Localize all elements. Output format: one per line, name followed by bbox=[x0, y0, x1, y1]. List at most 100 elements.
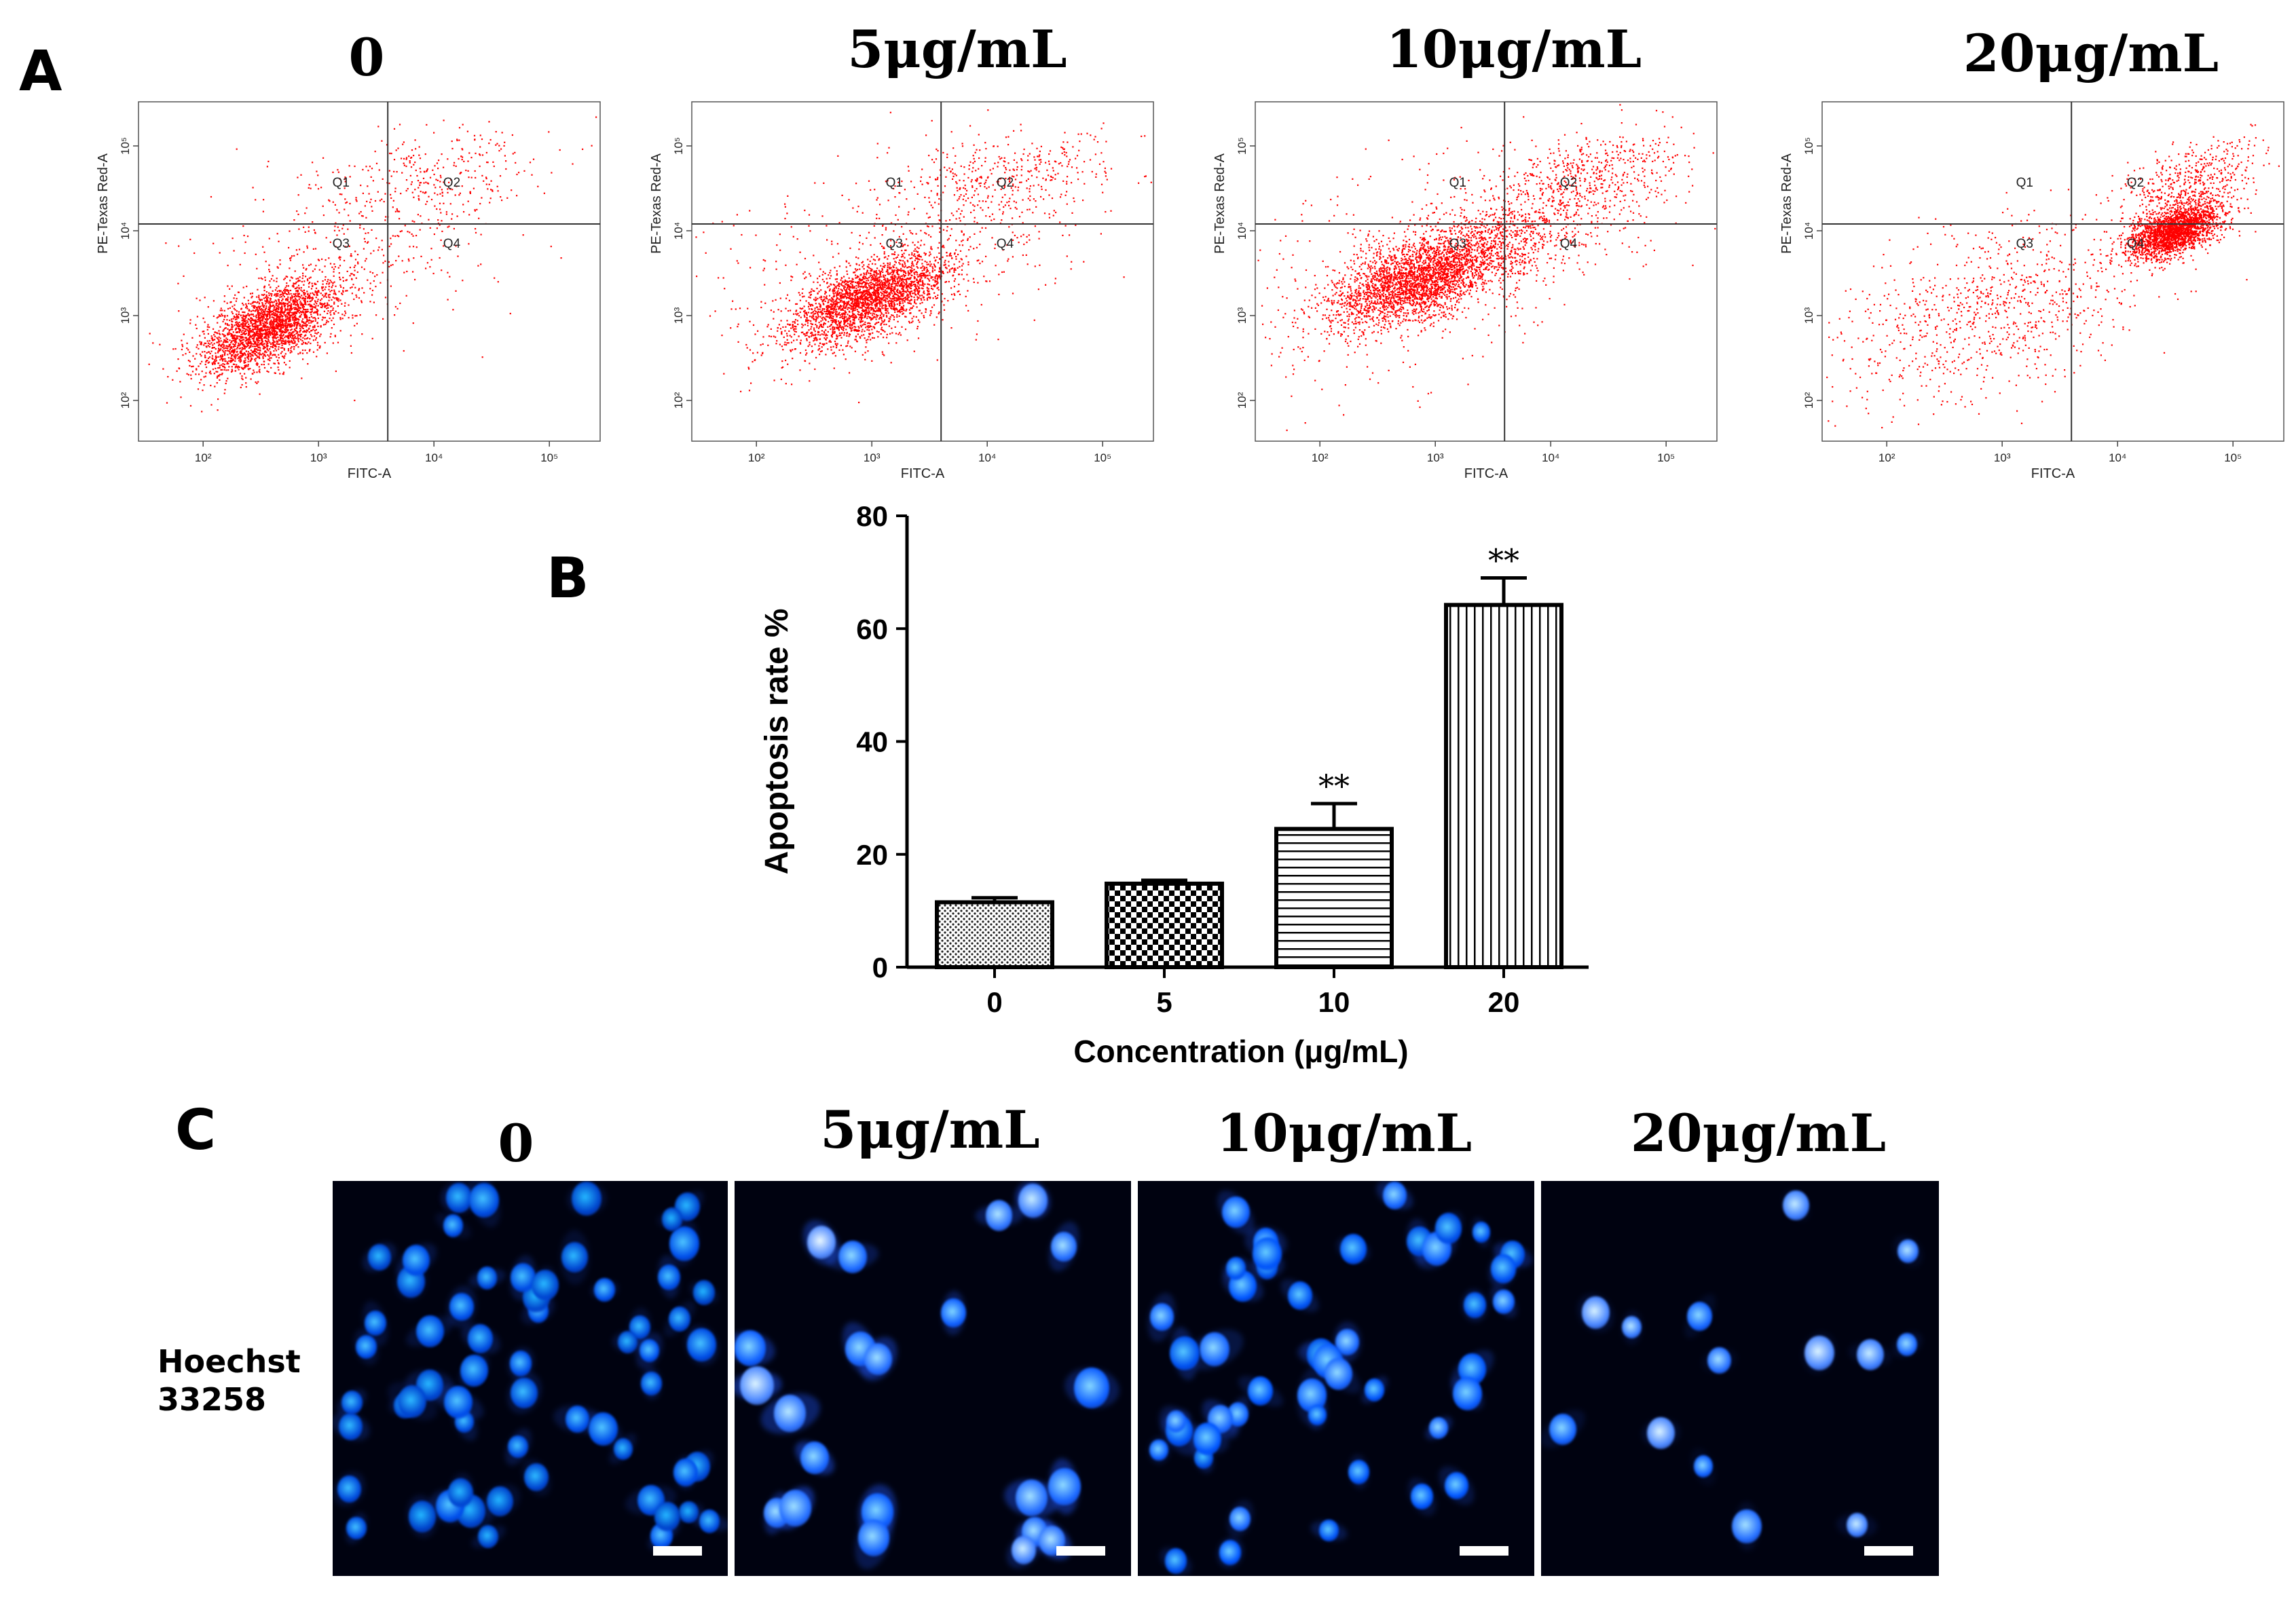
cell-nucleus bbox=[1411, 1484, 1433, 1509]
cell-nucleus bbox=[692, 1280, 715, 1305]
quadrant-label-q4: Q4 bbox=[443, 237, 461, 251]
flow-dots bbox=[1826, 124, 2280, 429]
cell-nucleus bbox=[1074, 1368, 1110, 1409]
micrograph-10 bbox=[1138, 1181, 1534, 1576]
x-tick-label: 10³ bbox=[864, 451, 881, 464]
y-tick-label: 80 bbox=[856, 500, 888, 532]
cell-nucleus bbox=[1364, 1378, 1385, 1402]
cell-nucleus bbox=[1549, 1413, 1576, 1445]
panel-label-a: A bbox=[19, 39, 62, 104]
flow-plot-0: Q1 Q2 Q3 Q4 10² 10³ 10⁴ 10⁵ FITC-A 10² 10³ 10⁴ 10⁵ PE… bbox=[81, 95, 611, 495]
flow-plot-area: Q1 Q2 Q3 Q4 10² 10³ 10⁴ 10⁵ FITC-A 10² 10³ 10⁴ 10⁵ PE… bbox=[96, 101, 601, 481]
cell-nucleus bbox=[864, 1342, 893, 1375]
cell-nucleus bbox=[341, 1390, 363, 1414]
plot-frame bbox=[1255, 101, 1718, 442]
cell-nucleus bbox=[469, 1183, 500, 1218]
cell-nucleus bbox=[613, 1438, 633, 1461]
y-axis-label: PE-Texas Red-A bbox=[649, 153, 664, 253]
cell-nucleus bbox=[1016, 1479, 1048, 1516]
y-tick-label: 10⁵ bbox=[119, 137, 132, 155]
cell-nucleus bbox=[1225, 1257, 1246, 1280]
cell-nucleus bbox=[618, 1330, 638, 1353]
cell-nucleus bbox=[594, 1278, 615, 1302]
y-tick-label: 10⁵ bbox=[1236, 137, 1248, 155]
cell-nucleus bbox=[339, 1412, 363, 1441]
x-tick-label: 10⁵ bbox=[1657, 451, 1675, 464]
cell-nucleus bbox=[640, 1339, 660, 1363]
y-tick-label: 10³ bbox=[672, 307, 685, 324]
micro-title-10: 10μg/mL bbox=[1216, 1103, 1473, 1163]
cell-nucleus bbox=[1434, 1213, 1462, 1245]
cell-nucleus bbox=[800, 1441, 830, 1475]
cell-nucleus bbox=[807, 1226, 836, 1259]
cell-nucleus bbox=[449, 1292, 474, 1321]
micrograph-5 bbox=[735, 1181, 1131, 1576]
significance-marker: ** bbox=[1318, 768, 1350, 804]
y-tick-label: 10⁴ bbox=[1236, 222, 1248, 240]
cell-nucleus bbox=[669, 1226, 700, 1261]
cell-nucleus bbox=[1248, 1376, 1274, 1406]
micro-title-5: 5μg/mL bbox=[820, 1100, 1040, 1160]
flow-plot-area: Q1 Q2 Q3 Q4 10² 10³ 10⁴ 10⁵ FITC-A 10² 10³ 10⁴ 10⁵ PE… bbox=[1779, 101, 2284, 481]
flow-title-0: 0 bbox=[348, 27, 385, 88]
x-tick-label: 10³ bbox=[1994, 451, 2011, 464]
cell-nucleus bbox=[1646, 1416, 1675, 1450]
cell-nucleus bbox=[1164, 1548, 1187, 1574]
quadrant-label-q2: Q2 bbox=[2127, 176, 2144, 190]
cell-nucleus bbox=[1340, 1234, 1367, 1265]
cell-nucleus bbox=[740, 1366, 774, 1405]
cell-nucleus bbox=[1490, 1254, 1517, 1283]
cell-nucleus bbox=[640, 1371, 662, 1396]
y-axis-label: PE-Texas Red-A bbox=[1212, 153, 1227, 253]
flow-dots bbox=[1257, 104, 1716, 432]
cell-nucleus bbox=[857, 1520, 889, 1556]
cell-nucleus bbox=[661, 1207, 683, 1232]
x-axis-label: Concentration (μg/mL) bbox=[1073, 1034, 1408, 1069]
cell-nucleus bbox=[1694, 1455, 1714, 1478]
micro-title-20: 20μg/mL bbox=[1630, 1103, 1887, 1163]
x-axis-label: FITC-A bbox=[2031, 466, 2075, 481]
cell-nucleus bbox=[985, 1200, 1013, 1232]
x-axis-label: FITC-A bbox=[1464, 466, 1508, 481]
cell-nucleus bbox=[447, 1478, 473, 1507]
flow-plot-area: Q1 Q2 Q3 Q4 10² 10³ 10⁴ 10⁵ FITC-A 10² 10³ 10⁴ 10⁵ PE… bbox=[1212, 101, 1718, 481]
cell-nucleus bbox=[1445, 1471, 1469, 1500]
cell-nucleus bbox=[1453, 1377, 1482, 1411]
x-tick-label: 10⁵ bbox=[2224, 451, 2242, 464]
cell-nucleus bbox=[1229, 1506, 1251, 1532]
cell-nucleus bbox=[443, 1385, 473, 1419]
x-tick-label: 10⁵ bbox=[1094, 451, 1111, 464]
flow-plot-area: Q1 Q2 Q3 Q4 10² 10³ 10⁴ 10⁵ FITC-A 10² 10³ 10⁴ 10⁵ PE… bbox=[649, 101, 1154, 481]
cell-nucleus bbox=[445, 1182, 472, 1213]
cell-nucleus bbox=[657, 1264, 680, 1290]
cell-nucleus bbox=[477, 1266, 498, 1290]
panel-label-b: B bbox=[547, 546, 589, 611]
y-tick-label: 40 bbox=[856, 726, 888, 758]
panel-label-c: C bbox=[175, 1098, 217, 1163]
flow-plot-5: Q1 Q2 Q3 Q4 10² 10³ 10⁴ 10⁵ FITC-A 10² 10³ 10⁴ 10⁵ PE… bbox=[635, 95, 1164, 495]
scale-bar bbox=[653, 1546, 702, 1556]
cell-nucleus bbox=[679, 1501, 699, 1524]
x-tick-label: 10² bbox=[1878, 451, 1895, 464]
cell-nucleus bbox=[1012, 1536, 1037, 1564]
y-tick-label: 20 bbox=[856, 839, 888, 871]
flow-title-5: 5μg/mL bbox=[847, 19, 1067, 79]
cell-nucleus bbox=[415, 1315, 444, 1347]
cell-nucleus bbox=[1429, 1416, 1449, 1439]
cell-nucleus bbox=[735, 1330, 766, 1366]
y-tick-label: 10³ bbox=[1236, 307, 1248, 324]
y-axis-label: PE-Texas Red-A bbox=[1779, 153, 1794, 253]
y-tick-label: 10⁵ bbox=[1802, 137, 1815, 155]
cell-nucleus bbox=[1252, 1237, 1282, 1271]
y-tick-label: 10² bbox=[672, 392, 685, 409]
cell-nucleus bbox=[356, 1334, 377, 1359]
cell-nucleus bbox=[487, 1486, 513, 1517]
x-tick-label: 10⁵ bbox=[540, 451, 558, 464]
cell-nucleus bbox=[403, 1245, 430, 1277]
plot-frame bbox=[138, 101, 601, 442]
cell-nucleus bbox=[588, 1412, 618, 1446]
cell-nucleus bbox=[1897, 1332, 1917, 1356]
cell-nucleus bbox=[1493, 1290, 1515, 1315]
y-tick-label: 0 bbox=[872, 952, 888, 983]
y-tick-label: 60 bbox=[856, 613, 888, 645]
